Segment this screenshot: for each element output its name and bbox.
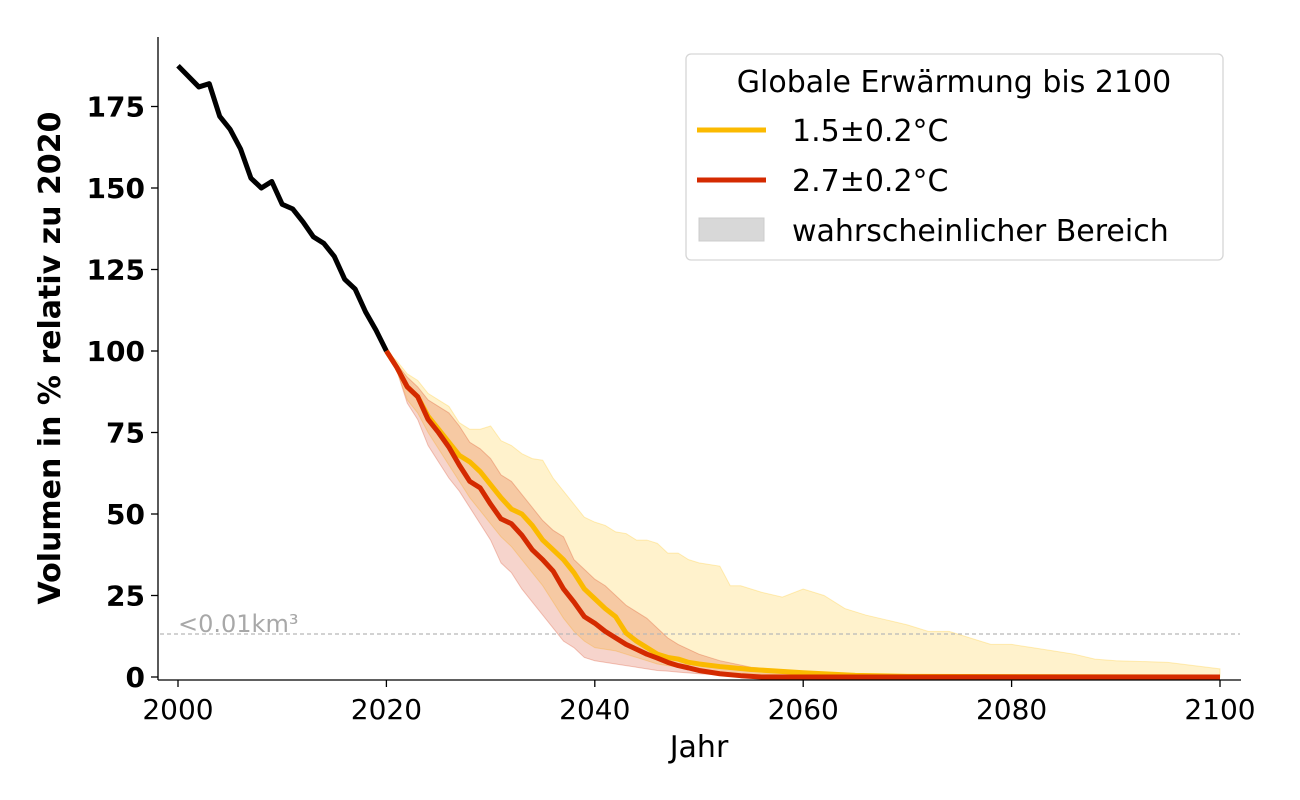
y-tick-label: 25 [106,580,145,613]
x-tick-label: 2020 [351,693,422,726]
y-tick-label: 175 [87,91,145,124]
legend-label-2-7: 2.7±0.2°C [792,164,949,199]
y-axis-label: Volumen in % relativ zu 2020 [33,112,68,605]
historical-line [176,63,389,353]
confidence-bands [385,350,1221,678]
threshold-label: <0.01km³ [178,610,298,638]
legend: Globale Erwärmung bis 2100 1.5±0.2°C 2.7… [685,53,1224,261]
y-tick-label: 50 [106,498,145,531]
y-tick-label: 100 [87,335,145,368]
x-axis-label: Jahr [668,730,729,765]
legend-label-1-5: 1.5±0.2°C [792,114,949,149]
series-lines [176,63,1221,680]
legend-title: Globale Erwärmung bis 2100 [737,65,1171,100]
series-line-2-7 [384,349,1220,680]
legend-box [685,53,1224,261]
x-ticks: 2000 2020 2040 2060 2080 2100 [142,680,1256,726]
series-line-1-5 [384,349,1221,680]
y-tick-label: 150 [87,172,145,205]
x-tick-label: 2000 [142,693,213,726]
x-tick-label: 2080 [976,693,1047,726]
legend-label-range: wahrscheinlicher Bereich [792,214,1169,249]
y-ticks: 0 25 50 75 100 125 150 175 [87,91,158,694]
x-tick-label: 2040 [559,693,630,726]
y-tick-label: 75 [106,417,145,450]
y-tick-label: 0 [126,661,145,694]
x-tick-label: 2060 [768,693,839,726]
x-tick-label: 2100 [1184,693,1255,726]
legend-swatch-range [698,217,765,242]
y-tick-label: 125 [87,254,145,287]
